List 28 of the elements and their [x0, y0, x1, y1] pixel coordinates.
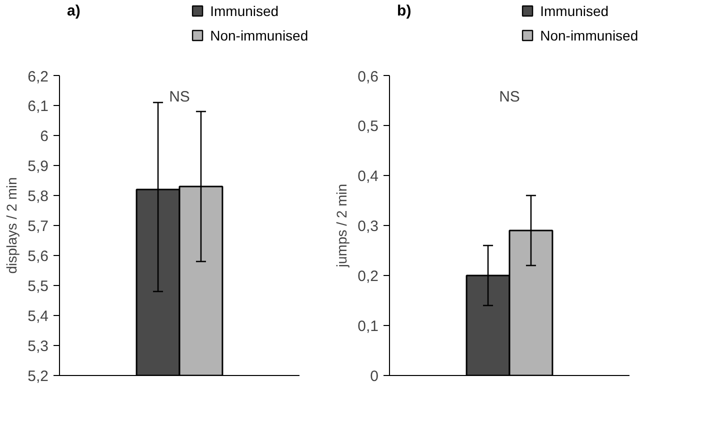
legend-label: Immunised: [540, 3, 609, 19]
y-tick-label: 0: [370, 368, 378, 385]
y-tick-label: 6,1: [28, 98, 49, 115]
y-tick-label: 0,5: [358, 118, 379, 135]
y-tick-label: 0,2: [358, 268, 379, 285]
y-axis-title: displays / 2 min: [4, 177, 20, 274]
y-axis-title: jumps / 2 min: [334, 184, 350, 268]
annotation: NS: [169, 88, 190, 106]
annotation: NS: [499, 88, 520, 106]
legend-label: Immunised: [210, 3, 279, 19]
legend-label: Non-immunised: [210, 28, 308, 44]
y-tick-label: 5,4: [28, 308, 49, 325]
y-tick-label: 5,9: [28, 158, 49, 175]
y-tick-label: 6,2: [28, 68, 49, 86]
y-tick-label: 5,7: [28, 218, 49, 235]
chart-title: b): [397, 2, 412, 20]
y-tick-label: 6: [40, 128, 48, 145]
legend-label: Non-immunised: [540, 28, 638, 44]
y-tick-label: 0,4: [358, 168, 379, 185]
y-tick-label: 0,3: [358, 218, 379, 235]
y-tick-label: 5,2: [28, 368, 49, 385]
y-tick-label: 0,6: [358, 68, 379, 86]
y-tick-label: 5,5: [28, 278, 49, 295]
y-tick-label: 5,3: [28, 338, 49, 355]
y-tick-label: 0,1: [358, 318, 379, 335]
y-tick-label: 5,6: [28, 248, 49, 265]
chart-title: a): [67, 2, 80, 20]
y-tick-label: 5,8: [28, 188, 49, 205]
